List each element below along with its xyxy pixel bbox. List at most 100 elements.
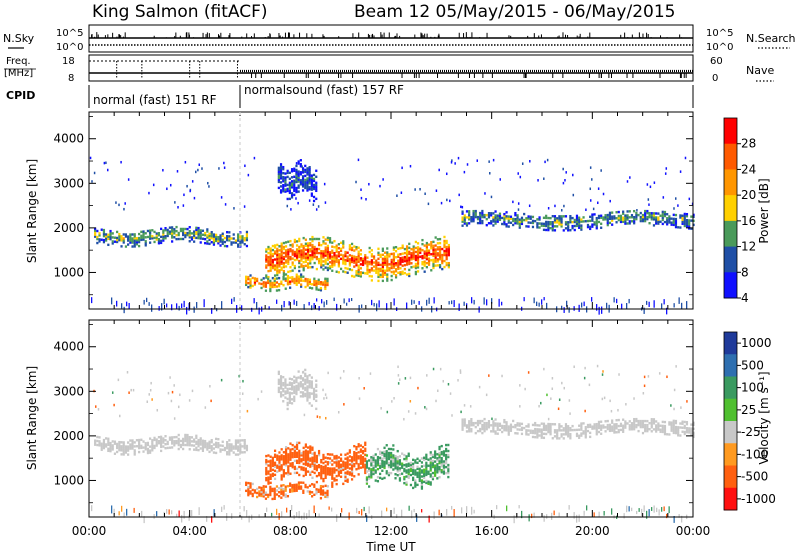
heat-cell [405,469,408,472]
heat-cell [646,429,649,433]
heat-cell [149,237,152,240]
heat-cell [245,489,248,493]
heat-cell [269,489,272,493]
heat-cell [348,473,351,476]
heat-cell [657,428,660,431]
heat-cell [293,467,296,471]
heat-cell [679,170,682,173]
heat-cell [299,385,302,388]
heat-cell [295,162,298,165]
heat-cell [447,469,450,473]
heat-cell [297,275,301,278]
heat-cell [648,215,651,219]
heat-cell [251,482,254,486]
heat-cell [386,247,389,250]
heat-cell [611,419,614,422]
heat-cell [683,216,686,220]
heat-cell [335,270,338,273]
heat-cell [353,463,356,466]
heat-cell [359,460,362,463]
heat-cell [343,370,345,373]
heat-cell [644,427,647,431]
heat-cell [278,465,281,468]
heat-cell [648,222,651,225]
heat-cell [569,433,572,436]
heat-cell [265,250,268,253]
heat-cell [357,252,360,255]
heat-cell [528,204,531,208]
heat-cell [633,421,636,425]
heat-cell [267,482,270,485]
heat-cell [470,424,473,427]
heat-cell [401,464,404,467]
heat-cell [442,472,446,475]
heat-cell [322,268,325,271]
heat-cell [417,386,419,390]
heat-cell [589,199,592,202]
heat-cell [396,467,399,471]
heat-cell [273,469,277,473]
heat-cell [408,258,411,262]
heat-cell [129,239,132,242]
heat-cell [534,219,537,223]
heat-cell [399,267,402,270]
heat-cell [503,418,506,422]
heat-cell [348,254,351,257]
heat-cell [273,266,277,269]
heat-cell [549,220,552,224]
heat-cell [304,368,307,372]
heat-cell [127,445,130,448]
heat-cell [326,473,329,476]
heat-cell [624,218,627,221]
heat-cell [442,464,446,467]
heat-cell [445,239,448,243]
heat-cell [335,482,338,486]
heat-cell [142,236,145,239]
heat-cell [648,203,650,206]
heat-cell [670,221,673,224]
noise-tick-high-right: 10^5 [706,28,733,39]
heat-cell [282,271,285,275]
heat-cell [501,222,504,226]
heat-cell [223,240,227,244]
heat-cell [331,471,334,474]
heat-cell [212,239,216,242]
heat-cell [306,254,310,257]
heat-cell [476,419,480,423]
heat-cell [304,180,307,184]
colorbar-tick-label: 28 [741,137,756,151]
heat-cell [106,168,109,172]
heat-cell [291,249,294,252]
heat-cell [386,259,389,262]
heat-cell [328,471,332,474]
heat-cell [498,218,502,222]
heat-cell [655,222,658,225]
heat-cell [337,253,340,256]
heat-cell [131,237,134,240]
heat-cell [153,240,156,244]
heat-cell [309,465,312,468]
heat-cell [673,388,676,392]
heat-cell [260,488,263,492]
heat-cell [387,451,391,455]
heat-cell [503,424,506,428]
heat-cell [173,442,176,445]
heat-cell [244,164,246,168]
heat-cell [280,256,283,259]
heat-cell [118,440,121,444]
heat-cell [291,490,294,493]
heat-cell [300,257,303,260]
heat-cell [308,374,311,377]
heat-cell [685,422,689,426]
heat-cell [116,300,118,307]
heat-cell [637,429,640,433]
heat-cell [683,218,686,222]
heat-cell [573,365,575,369]
heat-cell [193,236,196,239]
heat-cell [279,191,283,194]
heat-cell [228,447,231,450]
heat-cell [359,253,362,256]
heat-cell [208,185,210,188]
heat-cell [304,380,307,384]
heat-cell [423,480,426,484]
